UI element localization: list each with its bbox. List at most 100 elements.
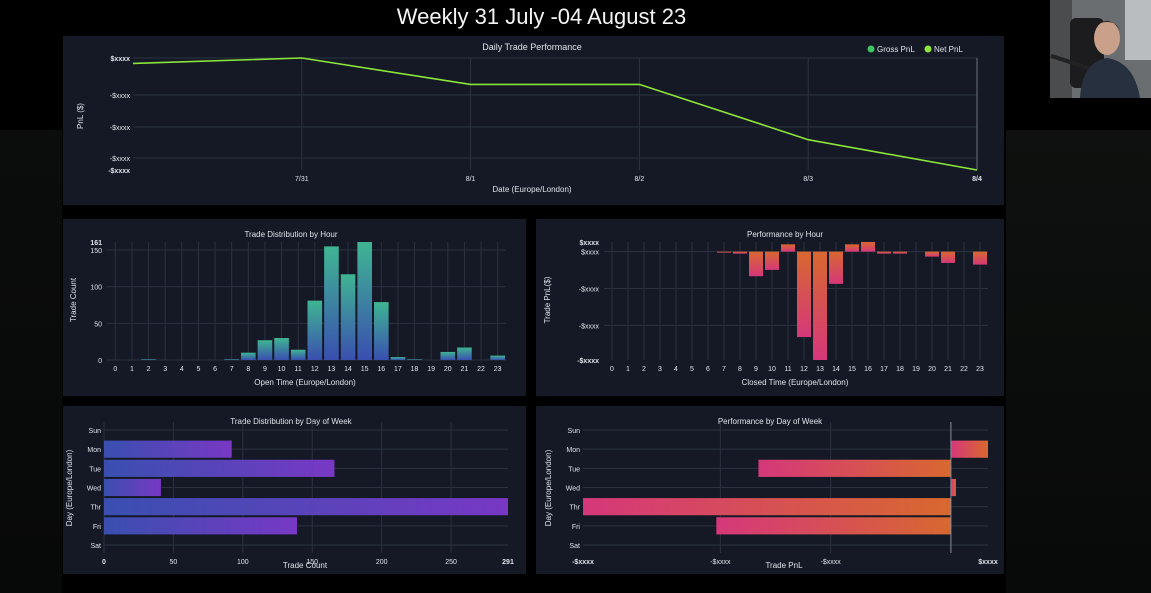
y-tick-label: -$xxxx <box>579 287 600 294</box>
x-tick-label: 6 <box>706 366 710 373</box>
dow-distribution-chart: Trade Distribution by Day of Week Trade … <box>65 417 514 570</box>
y-tick-label: -$xxxx <box>577 358 599 365</box>
x-tick-label: 7 <box>230 366 234 373</box>
x-tick-label: $xxxx <box>978 559 998 566</box>
x-tick-label: 3 <box>163 366 167 373</box>
bar <box>758 459 951 477</box>
x-tick-label: 0 <box>610 366 614 373</box>
chart-title: Trade Distribution by Hour <box>244 230 337 239</box>
x-tick-label: 8/3 <box>803 176 813 183</box>
bar <box>104 459 335 477</box>
x-tick-label: 250 <box>445 559 457 566</box>
x-tick-label: 19 <box>912 366 920 373</box>
bar <box>973 251 987 265</box>
x-tick-label: 23 <box>494 366 502 373</box>
y-tick-label: Fri <box>93 524 102 531</box>
x-tick-label: -$xxxx <box>710 559 731 566</box>
y-tick-label: $xxxx <box>581 250 599 257</box>
y-tick-label: 150 <box>90 248 102 255</box>
x-tick-label: 11 <box>295 366 302 373</box>
x-tick-label: 7/31 <box>295 176 309 183</box>
bar <box>765 251 779 270</box>
x-tick-label: 15 <box>361 366 369 373</box>
y-tick-label: Wed <box>87 486 101 493</box>
x-tick-label: 8/2 <box>635 176 645 183</box>
dow-performance-panel: Performance by Day of Week Trade PnL Day… <box>536 406 1004 574</box>
x-tick-label: 10 <box>278 366 286 373</box>
y-tick-label: Mon <box>566 447 580 454</box>
background-left <box>0 130 62 593</box>
x-tick-label: 14 <box>832 366 840 373</box>
x-tick-label: 100 <box>237 559 249 566</box>
chart-title: Performance by Day of Week <box>718 417 823 426</box>
x-tick-label: 8/4 <box>972 176 982 183</box>
chart-title: Performance by Hour <box>747 230 823 239</box>
x-tick-label: 5 <box>196 366 200 373</box>
legend-net-marker <box>924 45 932 53</box>
bar <box>717 251 731 253</box>
x-tick-label: 1 <box>130 366 134 373</box>
x-tick-label: 11 <box>784 366 791 373</box>
y-tick-label: Sun <box>568 428 581 435</box>
x-tick-label: 16 <box>864 366 872 373</box>
legend-net-label: Net PnL <box>934 45 963 54</box>
y-tick-label: 100 <box>90 285 102 292</box>
y-tick-label: Wed <box>566 486 580 493</box>
x-tick-label: 15 <box>848 366 856 373</box>
bar <box>797 251 811 338</box>
bar <box>241 352 256 360</box>
y-tick-label: Tue <box>89 466 101 473</box>
legend-gross-label: Gross PnL <box>877 45 915 54</box>
y-tick-label: Fri <box>572 524 581 531</box>
x-tick-label: 23 <box>976 366 984 373</box>
x-tick-label: 4 <box>180 366 184 373</box>
bar <box>104 517 297 535</box>
bar <box>950 440 988 458</box>
y-tick-label: Sun <box>89 428 102 435</box>
x-tick-label: 21 <box>461 366 469 373</box>
bar <box>340 274 356 360</box>
x-tick-label: 200 <box>376 559 388 566</box>
x-tick-label: 1 <box>626 366 630 373</box>
bar <box>583 498 951 516</box>
bar <box>324 246 339 360</box>
y-axis-title: Trade Count <box>69 277 78 322</box>
x-tick-label: 291 <box>502 559 514 566</box>
hour-distribution-panel: Trade Distribution by Hour Open Time (Eu… <box>63 219 526 396</box>
x-tick-label: 0 <box>102 559 106 566</box>
dow-performance-chart: Performance by Day of Week Trade PnL Day… <box>544 417 998 570</box>
bar <box>307 300 323 360</box>
y-tick-label: $xxxx <box>580 240 600 247</box>
y-tick-label: -$xxxx <box>579 323 600 330</box>
bar <box>490 355 505 360</box>
x-tick-label: 8 <box>246 366 250 373</box>
y-tick-label: -$xxxx <box>110 125 131 132</box>
x-tick-label: 8/1 <box>466 176 476 183</box>
y-tick-label: $xxxx <box>111 56 131 63</box>
bar <box>374 302 389 360</box>
y-tick-label: Sat <box>569 543 580 550</box>
bar <box>104 440 232 458</box>
bar <box>104 498 508 516</box>
background-right <box>1006 130 1151 593</box>
y-axis-title: Day (Europe/London) <box>65 449 74 526</box>
x-tick-label: 17 <box>394 366 402 373</box>
x-tick-label: 8 <box>738 366 742 373</box>
x-tick-label: 6 <box>213 366 217 373</box>
x-tick-label: 2 <box>147 366 151 373</box>
webcam-overlay <box>1050 0 1151 98</box>
bar <box>845 244 859 252</box>
y-tick-label: Mon <box>87 447 101 454</box>
y-tick-label: 0 <box>98 358 102 365</box>
x-tick-label: 19 <box>427 366 435 373</box>
x-axis-title: Closed Time (Europe/London) <box>742 378 849 387</box>
x-tick-label: 150 <box>306 559 318 566</box>
chart-title: Daily Trade Performance <box>482 42 582 52</box>
x-tick-label: 22 <box>477 366 485 373</box>
bar <box>941 251 955 263</box>
x-tick-label: 17 <box>880 366 888 373</box>
y-tick-label: Thr <box>570 505 581 512</box>
bar <box>861 242 875 252</box>
x-tick-label: 13 <box>328 366 336 373</box>
dow-distribution-panel: Trade Distribution by Day of Week Trade … <box>63 406 526 574</box>
